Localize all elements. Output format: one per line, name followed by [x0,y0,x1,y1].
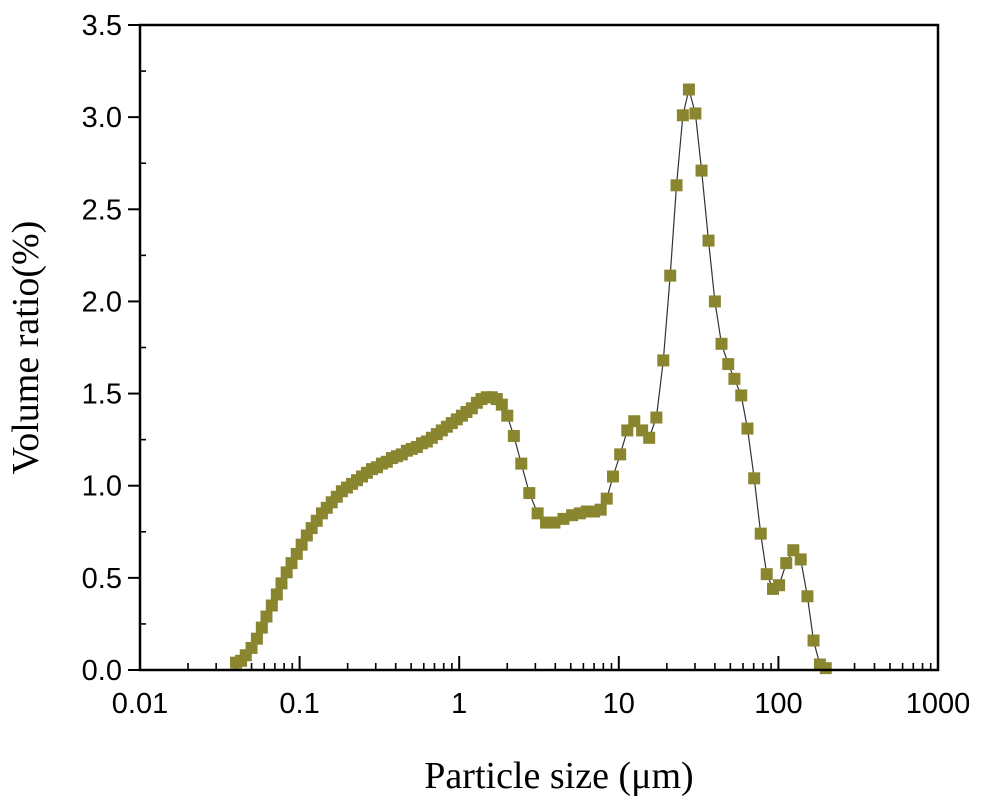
data-point [501,409,514,422]
x-tick-label: 0.1 [279,688,319,720]
data-point [275,577,288,590]
data-point [600,492,613,505]
data-point [670,179,683,192]
y-tick-label: 2.0 [82,286,122,318]
data-point [643,431,656,444]
data-point [265,599,278,612]
data-point [794,553,807,566]
x-tick-label: 10 [603,688,635,720]
y-tick-label: 3.5 [82,10,122,42]
data-point [650,411,663,424]
data-point [689,107,702,120]
data-point [819,662,832,675]
x-tick-label: 0.01 [112,688,168,720]
y-tick-labels: 0.0 0.5 1.0 1.5 2.0 2.5 3.0 3.5 [82,10,122,687]
data-point [657,354,670,367]
data-series [230,83,832,675]
data-point [708,295,721,308]
data-point [507,429,520,442]
data-point [676,109,689,122]
y-axis-title: Volume ratio(%) [5,221,47,475]
data-point [255,621,268,634]
data-point [728,372,741,385]
data-point [531,507,544,520]
data-point [270,588,283,601]
data-point [628,415,641,428]
data-point [250,632,263,645]
x-axis-title: Particle size (μm) [424,755,693,797]
x-tick-label: 1000 [906,688,971,720]
x-tick-label: 1 [451,688,467,720]
data-point [523,487,536,500]
data-point [722,358,735,371]
data-point [695,164,708,177]
y-tick-label: 0.5 [82,563,122,595]
data-point [607,470,620,483]
data-point [290,547,303,560]
data-point [748,472,761,485]
y-tick-label: 3.0 [82,102,122,134]
data-point [664,269,677,282]
data-point [495,398,508,411]
y-tick-label: 2.5 [82,194,122,226]
data-point [515,457,528,470]
data-point [594,503,607,516]
data-point [760,568,773,581]
data-point [787,544,800,557]
x-tick-labels: 0.01 0.1 1 10 100 1000 [112,688,970,720]
data-point [780,557,793,570]
plot-frame [138,23,940,672]
data-point [735,389,748,402]
data-point [715,337,728,350]
data-point [741,422,754,435]
data-point [773,579,786,592]
data-point [702,234,715,247]
data-point [807,634,820,647]
data-point [614,448,627,461]
y-tick-label: 1.0 [82,471,122,503]
data-point [548,516,561,529]
data-point [245,641,258,654]
data-point [285,557,298,570]
data-point [280,566,293,579]
data-point [621,424,634,437]
x-tick-label: 100 [754,688,802,720]
y-tick-label: 1.5 [82,379,122,411]
data-point [260,610,273,623]
y-tick-label: 0.0 [82,655,122,687]
axis-ticks [128,24,939,671]
data-point [295,538,308,551]
data-point [801,590,814,603]
data-point [754,527,767,540]
data-point [682,83,695,96]
